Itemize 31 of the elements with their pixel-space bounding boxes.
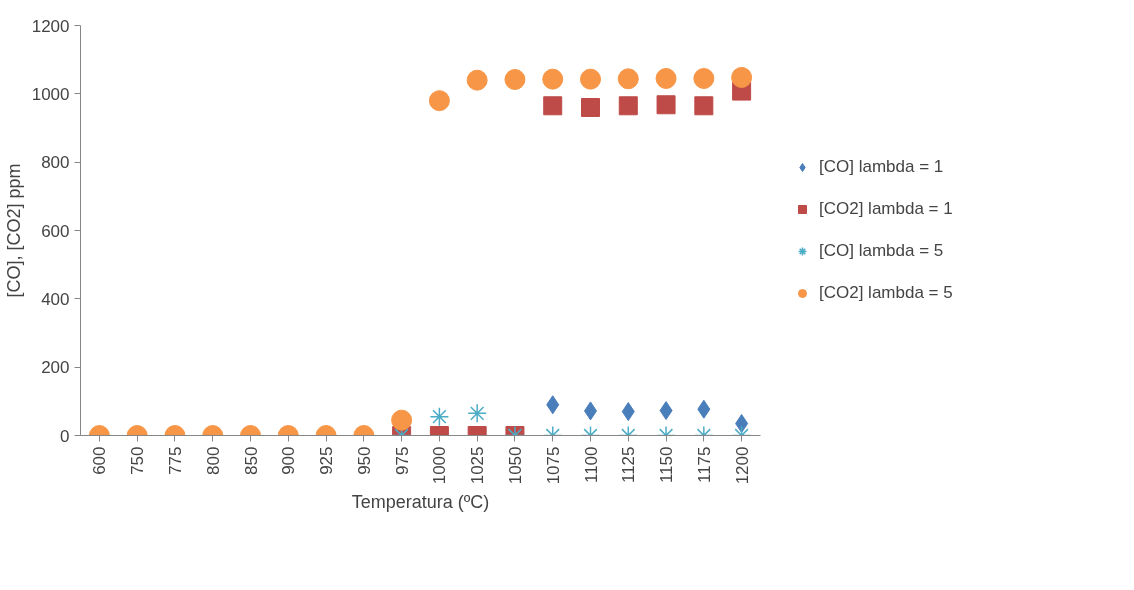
x-tick-label: 925 <box>317 446 337 475</box>
x-tick-label: 1050 <box>505 446 525 485</box>
y-tick-label: 200 <box>41 358 70 378</box>
x-tick-label: 775 <box>165 446 185 475</box>
x-tick-label: 900 <box>279 446 299 475</box>
x-tick-label: 1125 <box>619 446 639 484</box>
legend-label: [CO] lambda = 5 <box>819 241 944 261</box>
x-tick-label: 600 <box>90 446 110 475</box>
x-tick-label: 1175 <box>694 446 714 484</box>
legend-label: [CO2] lambda = 1 <box>819 199 953 219</box>
x-tick-label: 975 <box>392 446 412 475</box>
legend-label: [CO2] lambda = 5 <box>819 283 953 303</box>
x-tick-label: 800 <box>203 446 223 475</box>
y-tick-label: 1200 <box>31 16 70 36</box>
x-tick-label: 1025 <box>468 446 488 485</box>
y-tick-label: 0 <box>60 426 70 446</box>
y-tick-label: 800 <box>41 153 70 173</box>
y-tick-label: 400 <box>41 289 70 309</box>
y-axis-title: [CO], [CO2] ppm <box>3 163 24 298</box>
x-tick-label: 1100 <box>581 446 601 484</box>
legend-label: [CO] lambda = 1 <box>819 157 944 177</box>
x-tick-label: 1075 <box>543 446 563 485</box>
y-tick-label: 1000 <box>31 84 70 104</box>
x-tick-label: 750 <box>128 446 148 475</box>
x-tick-label: 1200 <box>732 446 752 485</box>
y-tick-label: 600 <box>41 221 70 241</box>
x-tick-label: 950 <box>354 446 374 475</box>
x-tick-label: 1150 <box>657 446 677 484</box>
x-tick-label: 850 <box>241 446 261 475</box>
x-tick-label: 1000 <box>430 446 450 485</box>
x-axis-title: Temperatura (ºC) <box>351 492 490 513</box>
